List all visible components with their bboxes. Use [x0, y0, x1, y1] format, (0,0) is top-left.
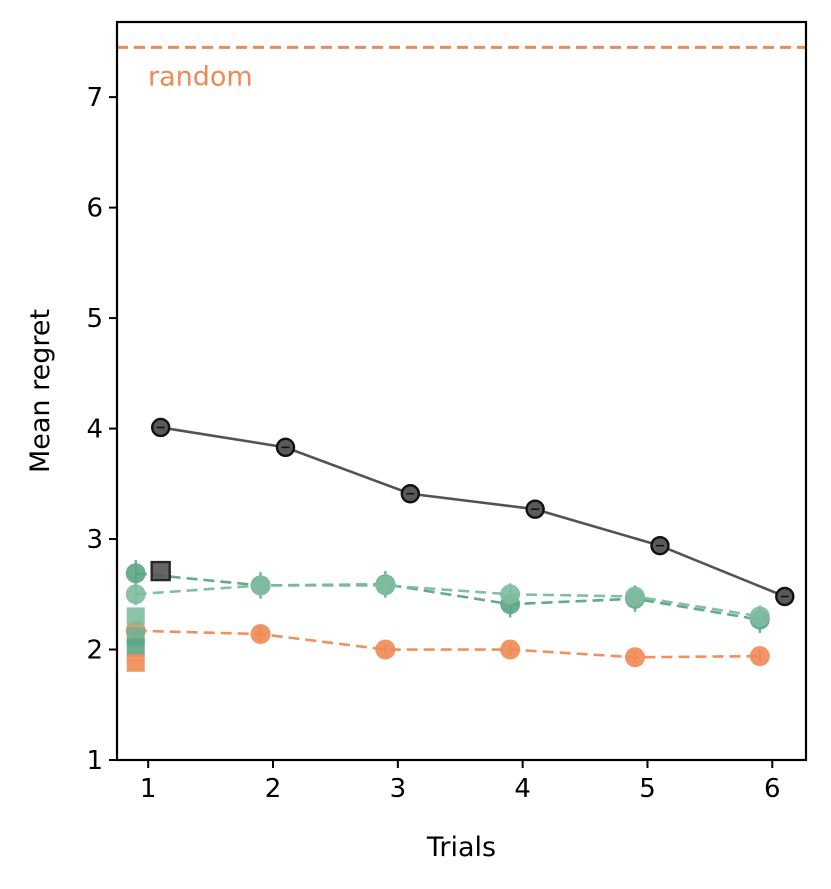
single-point-0 — [150, 560, 171, 582]
x-axis-ticks: 1 2 3 4 5 6 — [140, 760, 781, 804]
x-tick-label: 6 — [764, 774, 781, 804]
series-0-line — [160, 426, 786, 598]
y-axis-ticks: 1 2 3 4 5 6 7 — [86, 83, 117, 776]
x-tick-label: 5 — [639, 774, 656, 804]
series-2-point — [375, 575, 396, 596]
y-axis-label: Mean regret — [25, 309, 56, 473]
series-2-point — [250, 575, 271, 596]
single-point-3 — [126, 638, 145, 657]
x-tick-label: 2 — [265, 774, 282, 804]
y-tick-label: 4 — [86, 415, 103, 445]
y-tick-label: 5 — [86, 304, 103, 334]
series-2-point — [749, 606, 770, 627]
axes-frame — [115, 20, 808, 762]
series-2-point — [500, 584, 521, 605]
x-tick-label: 1 — [140, 774, 157, 804]
series-2-line — [135, 584, 761, 618]
series-3-point — [624, 647, 645, 668]
series-3-point — [375, 639, 396, 660]
series-3-point — [500, 639, 521, 660]
series-3-line — [135, 629, 760, 659]
plot-area: random — [117, 45, 806, 672]
x-tick-label: 3 — [390, 774, 407, 804]
y-tick-label: 3 — [86, 525, 103, 555]
single-point-1 — [126, 607, 145, 626]
y-tick-label: 2 — [86, 636, 103, 666]
random-label: random — [148, 61, 253, 92]
single-point-4 — [126, 653, 145, 672]
series-1-point — [125, 563, 146, 584]
series-2-point — [624, 586, 645, 607]
x-tick-label: 4 — [514, 774, 531, 804]
x-axis-label: Trials — [426, 832, 496, 863]
y-tick-label: 6 — [86, 194, 103, 224]
series-3-point — [749, 646, 770, 667]
series-1-line — [135, 571, 761, 621]
y-tick-label: 7 — [86, 83, 103, 113]
series-2-point — [125, 584, 146, 605]
y-tick-label: 1 — [86, 746, 103, 776]
series-3-point — [250, 624, 271, 645]
